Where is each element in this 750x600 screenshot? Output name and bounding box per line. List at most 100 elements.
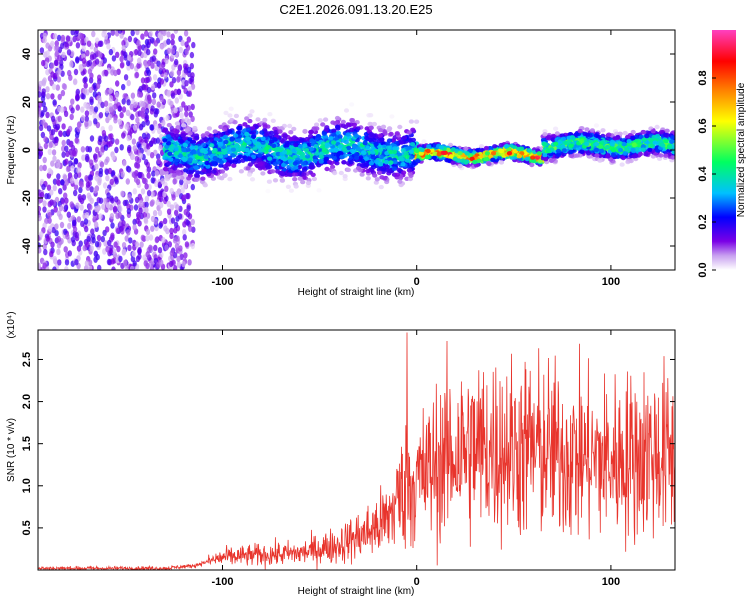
spectrogram-cell bbox=[105, 174, 110, 182]
spectrogram-cell bbox=[215, 151, 221, 156]
spectrogram-cell bbox=[378, 128, 384, 133]
spectrogram-cell bbox=[140, 234, 145, 241]
spectrogram-cell bbox=[107, 239, 112, 247]
spectrogram-cell bbox=[166, 38, 171, 45]
spectrogram-cell bbox=[186, 176, 192, 181]
spectrogram-cell bbox=[62, 174, 68, 181]
spectrogram-cell bbox=[51, 226, 56, 234]
spectrogram-cell bbox=[235, 130, 241, 135]
spectrogram-cell bbox=[65, 35, 71, 42]
spectrogram-cell bbox=[78, 65, 84, 72]
spectrogram-cell bbox=[121, 44, 127, 52]
spectrogram-cell bbox=[106, 192, 111, 199]
spectrogram-cell bbox=[146, 172, 151, 179]
spectrogram-cell bbox=[398, 140, 404, 145]
spectrogram-cell bbox=[123, 74, 129, 81]
spectrogram-cell bbox=[61, 123, 66, 130]
spectrogram-cell bbox=[52, 99, 57, 106]
spectrogram-cell bbox=[103, 197, 108, 205]
spectrogram-cell bbox=[218, 163, 224, 168]
spectrogram-cell bbox=[275, 169, 281, 174]
spectrogram-cell bbox=[59, 59, 64, 67]
spectrogram-cell bbox=[574, 153, 580, 158]
spectrogram-cell bbox=[670, 155, 675, 160]
spectrogram-cell bbox=[60, 198, 66, 205]
spectrogram-cell bbox=[144, 114, 150, 121]
spectrogram-cell bbox=[409, 142, 416, 147]
spectrogram-cell bbox=[103, 135, 109, 142]
spectrogram-cell bbox=[209, 143, 215, 148]
spectrogram-cell bbox=[45, 111, 50, 119]
spectrogram-cell bbox=[614, 131, 620, 136]
spectrogram-cell bbox=[457, 163, 463, 169]
spectrogram-cell bbox=[460, 158, 466, 163]
spectrogram-cell bbox=[298, 138, 304, 143]
spectrogram-cell bbox=[126, 59, 131, 67]
spectrogram-cell bbox=[318, 154, 324, 159]
spectrogram-cell bbox=[250, 134, 256, 140]
spectrogram-cell bbox=[155, 199, 160, 206]
spectrogram-cell bbox=[185, 219, 190, 226]
spectrogram-cell bbox=[91, 30, 96, 38]
spectrogram-cell bbox=[110, 258, 116, 265]
spectrogram-cell bbox=[402, 135, 408, 140]
spectrogram-cell bbox=[145, 119, 150, 126]
spectrogram-cell bbox=[297, 164, 303, 170]
spectrogram-cell bbox=[173, 30, 179, 34]
spectrogram-cell bbox=[172, 172, 178, 178]
spectrogram-cell bbox=[374, 177, 380, 182]
spectrogram-cell bbox=[173, 158, 179, 163]
spectrogram-cell bbox=[260, 136, 266, 141]
spectrogram-cell bbox=[143, 216, 148, 224]
spectrogram-cell bbox=[300, 179, 306, 185]
spectrogram-cell bbox=[227, 155, 233, 160]
spectrogram-cell bbox=[181, 123, 187, 128]
spectrogram-cell bbox=[75, 88, 81, 96]
spectrogram-cell bbox=[176, 69, 182, 76]
spectrogram-cell bbox=[50, 62, 55, 69]
spectrogram-cell bbox=[119, 225, 124, 232]
spectrogram-cell bbox=[265, 188, 271, 194]
spectrogram-cell bbox=[345, 132, 351, 137]
spectrogram-cell bbox=[338, 170, 344, 176]
spectrogram-cell bbox=[70, 107, 75, 114]
spectrogram-cell bbox=[109, 133, 114, 140]
spectrogram-cell bbox=[498, 142, 504, 148]
spectrogram-cell bbox=[129, 103, 134, 111]
spectrogram-cell bbox=[93, 153, 98, 160]
spectrogram-cell bbox=[60, 89, 66, 97]
spectrogram-cell bbox=[293, 142, 299, 148]
spectrogram-cell bbox=[398, 155, 404, 161]
spectrogram-cell bbox=[128, 237, 133, 244]
spectrogram-cell bbox=[120, 171, 126, 178]
spectrogram-cell bbox=[188, 77, 193, 85]
spectrogram-cell bbox=[39, 191, 45, 199]
spectrogram-cell bbox=[331, 128, 337, 133]
spectrogram-cell bbox=[56, 76, 61, 83]
spectrogram-cell bbox=[85, 145, 90, 153]
spectrogram-cell bbox=[42, 156, 47, 164]
spectrogram-cell bbox=[235, 138, 242, 143]
spectrogram-cell bbox=[600, 128, 606, 133]
spectrogram-cell bbox=[373, 142, 379, 147]
spectrogram-cell bbox=[98, 197, 104, 204]
spectrogram-cell bbox=[320, 122, 326, 127]
spectrogram-cell bbox=[122, 160, 127, 167]
spectrogram-cell bbox=[204, 160, 210, 166]
spectrogram-cell bbox=[193, 145, 199, 150]
spectrogram-cell bbox=[170, 33, 175, 40]
spectrogram-cell bbox=[39, 164, 44, 172]
spectrogram-cell bbox=[270, 169, 276, 174]
spectrogram-cell bbox=[166, 122, 172, 128]
spectrogram-cell bbox=[321, 147, 327, 153]
spectrogram-cell bbox=[262, 117, 268, 123]
spectrogram-cell bbox=[170, 48, 176, 55]
spectrogram-cell bbox=[274, 147, 280, 153]
spectrogram-cell bbox=[335, 130, 341, 136]
spectrogram-cell bbox=[117, 30, 123, 34]
spectrogram-cell bbox=[54, 59, 59, 66]
spectrogram-cell bbox=[364, 126, 370, 131]
spectrogram-cell bbox=[418, 151, 424, 156]
spectrogram-cell bbox=[74, 259, 79, 266]
